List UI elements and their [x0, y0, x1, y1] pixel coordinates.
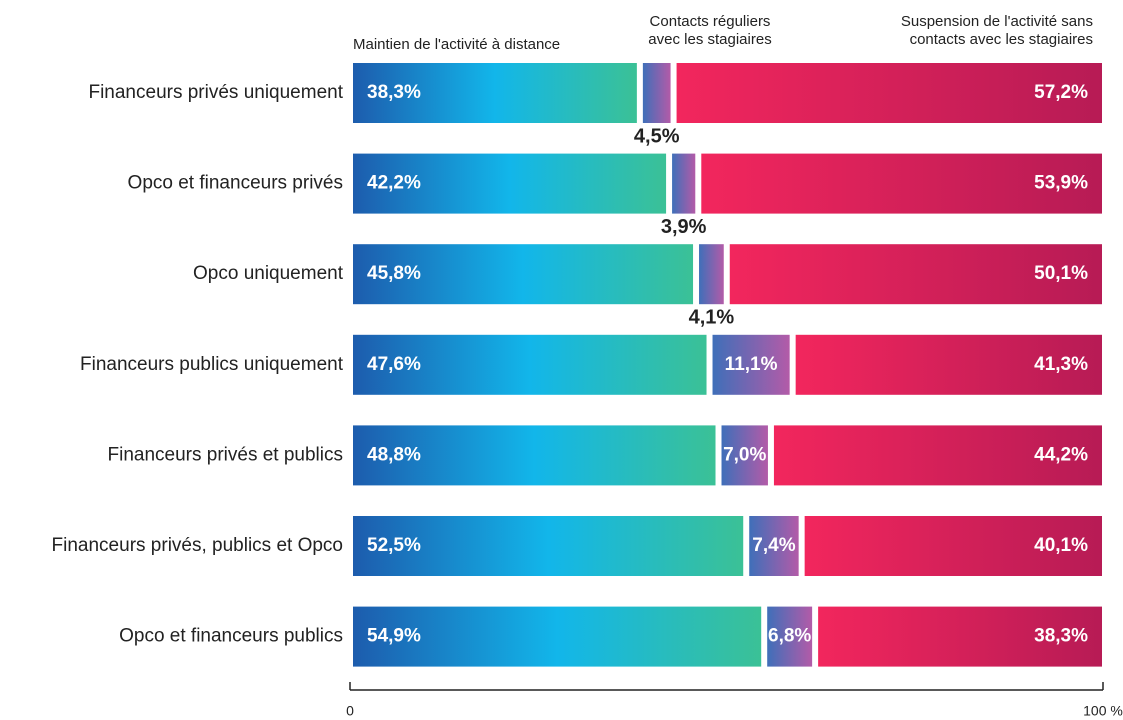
bar-segment — [729, 244, 1102, 305]
bar-segment — [676, 63, 1102, 123]
value-label: 7,0% — [723, 444, 766, 465]
y-tick-label: Financeurs publics uniquement — [80, 354, 344, 375]
legend-entry: Suspension de l'activité sans contacts a… — [900, 13, 1093, 48]
bar-segment — [795, 334, 1102, 395]
value-label: 4,1% — [689, 306, 735, 328]
bar-segment — [353, 63, 637, 123]
x-tick-label: 100 % — [1083, 703, 1123, 719]
bar-segment — [818, 606, 1102, 667]
legend-entry: Contacts réguliers avec les stagiaires — [648, 13, 772, 48]
bar-segment — [353, 244, 694, 305]
bar-segment — [353, 425, 716, 486]
value-label: 53,9% — [1034, 173, 1088, 194]
value-label: 3,9% — [661, 216, 707, 238]
bar-segment — [804, 516, 1102, 576]
bar-segment — [721, 425, 768, 486]
value-label: 50,1% — [1034, 263, 1088, 284]
value-label: 52,5% — [367, 535, 421, 556]
bar-segment — [712, 334, 790, 395]
bar-segment — [353, 606, 762, 667]
bar-segment — [353, 334, 707, 395]
value-label: 38,3% — [1034, 626, 1088, 647]
bar-segment — [699, 244, 724, 305]
value-label: 41,3% — [1034, 354, 1088, 375]
bar-segment — [353, 516, 744, 576]
value-label: 11,1% — [725, 354, 778, 375]
y-tick-label: Opco et financeurs privés — [128, 173, 343, 194]
value-label: 42,2% — [367, 173, 421, 194]
value-label: 47,6% — [367, 354, 421, 375]
value-label: 57,2% — [1034, 82, 1088, 103]
value-label: 54,9% — [367, 626, 421, 647]
y-tick-label: Opco et financeurs publics — [119, 626, 343, 647]
y-tick-label: Financeurs privés uniquement — [88, 82, 343, 103]
value-label: 45,8% — [367, 263, 421, 284]
bar-segment — [701, 153, 1102, 214]
bar-segment — [672, 153, 696, 214]
value-label: 48,8% — [367, 444, 421, 465]
value-label: 4,5% — [634, 125, 680, 147]
legend-entry: Maintien de l'activité à distance — [353, 36, 561, 53]
bar-segment — [749, 516, 799, 576]
y-tick-label: Opco uniquement — [193, 263, 344, 284]
value-label: 6,8% — [768, 626, 811, 647]
y-tick-label: Financeurs privés et publics — [108, 444, 344, 465]
value-label: 7,4% — [752, 535, 795, 556]
bar-segment — [642, 63, 671, 123]
value-label: 44,2% — [1034, 444, 1088, 465]
bar-segment — [353, 153, 667, 214]
y-tick-label: Financeurs privés, publics et Opco — [52, 535, 343, 556]
value-label: 38,3% — [367, 82, 421, 103]
bar-segment — [767, 606, 813, 667]
bar-segment — [773, 425, 1102, 486]
x-tick-label: 0 — [346, 703, 354, 719]
value-label: 40,1% — [1034, 535, 1088, 556]
